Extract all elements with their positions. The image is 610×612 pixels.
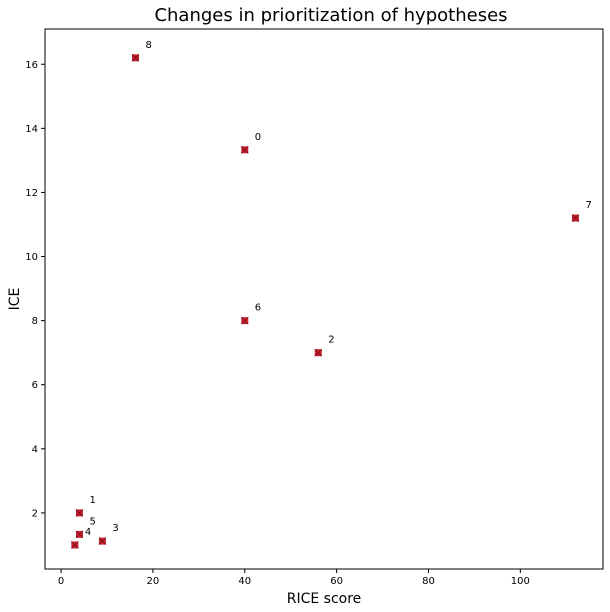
x-axis-ticks: 0 20 40 60 80 100: [58, 569, 530, 587]
point-marker-cross: [571, 214, 580, 222]
x-tick-label: 20: [147, 576, 160, 587]
point-label: 5: [89, 516, 95, 527]
x-axis-label: RICE score: [287, 591, 362, 607]
scatter-point: 1: [75, 495, 96, 517]
point-marker-cross: [98, 537, 107, 545]
plot-area-frame: [44, 28, 604, 570]
point-label: 4: [85, 527, 91, 538]
scatter-point: 2: [314, 335, 335, 357]
point-label: 2: [328, 335, 334, 346]
point-marker-cross: [75, 509, 84, 517]
point-marker-cross: [314, 348, 323, 357]
scatter-point: 3: [98, 523, 119, 545]
x-tick-label: 40: [238, 576, 251, 587]
scatter-point: 4: [71, 527, 91, 549]
scatter-point: 8: [131, 40, 152, 62]
y-tick-label: 14: [25, 124, 38, 135]
point-label: 7: [585, 200, 591, 211]
scatter-point: 7: [571, 200, 592, 222]
point-label: 6: [255, 303, 261, 314]
x-tick-label: 80: [422, 576, 435, 587]
x-tick-label: 60: [330, 576, 343, 587]
y-tick-label: 10: [25, 252, 38, 263]
scatter-point: 5: [75, 516, 96, 539]
y-axis-ticks: 2 4 6 8 10 12 14 16: [25, 60, 45, 519]
point-marker-cross: [240, 146, 249, 154]
point-label: 3: [112, 523, 118, 534]
y-axis-label: ICE: [7, 288, 23, 311]
point-label: 1: [89, 495, 95, 506]
point-marker-cross: [240, 316, 249, 325]
point-marker-cross: [131, 54, 140, 62]
chart-title: Changes in prioritization of hypotheses: [154, 5, 507, 26]
point-label: 8: [145, 40, 151, 51]
y-tick-label: 8: [32, 316, 38, 327]
y-tick-label: 4: [32, 444, 38, 455]
point-label: 0: [255, 132, 261, 143]
point-marker-cross: [75, 530, 84, 539]
y-tick-label: 2: [32, 508, 38, 519]
x-tick-label: 100: [511, 576, 530, 587]
y-tick-label: 6: [32, 380, 38, 391]
scatter-point: 6: [240, 303, 261, 325]
y-tick-label: 12: [25, 188, 38, 199]
point-marker-cross: [71, 541, 79, 549]
y-tick-label: 16: [25, 60, 38, 71]
scatter-point: 0: [240, 132, 261, 154]
data-points: 0 1 2 3 45 6 7 8: [71, 40, 592, 549]
x-tick-label: 0: [58, 576, 64, 587]
